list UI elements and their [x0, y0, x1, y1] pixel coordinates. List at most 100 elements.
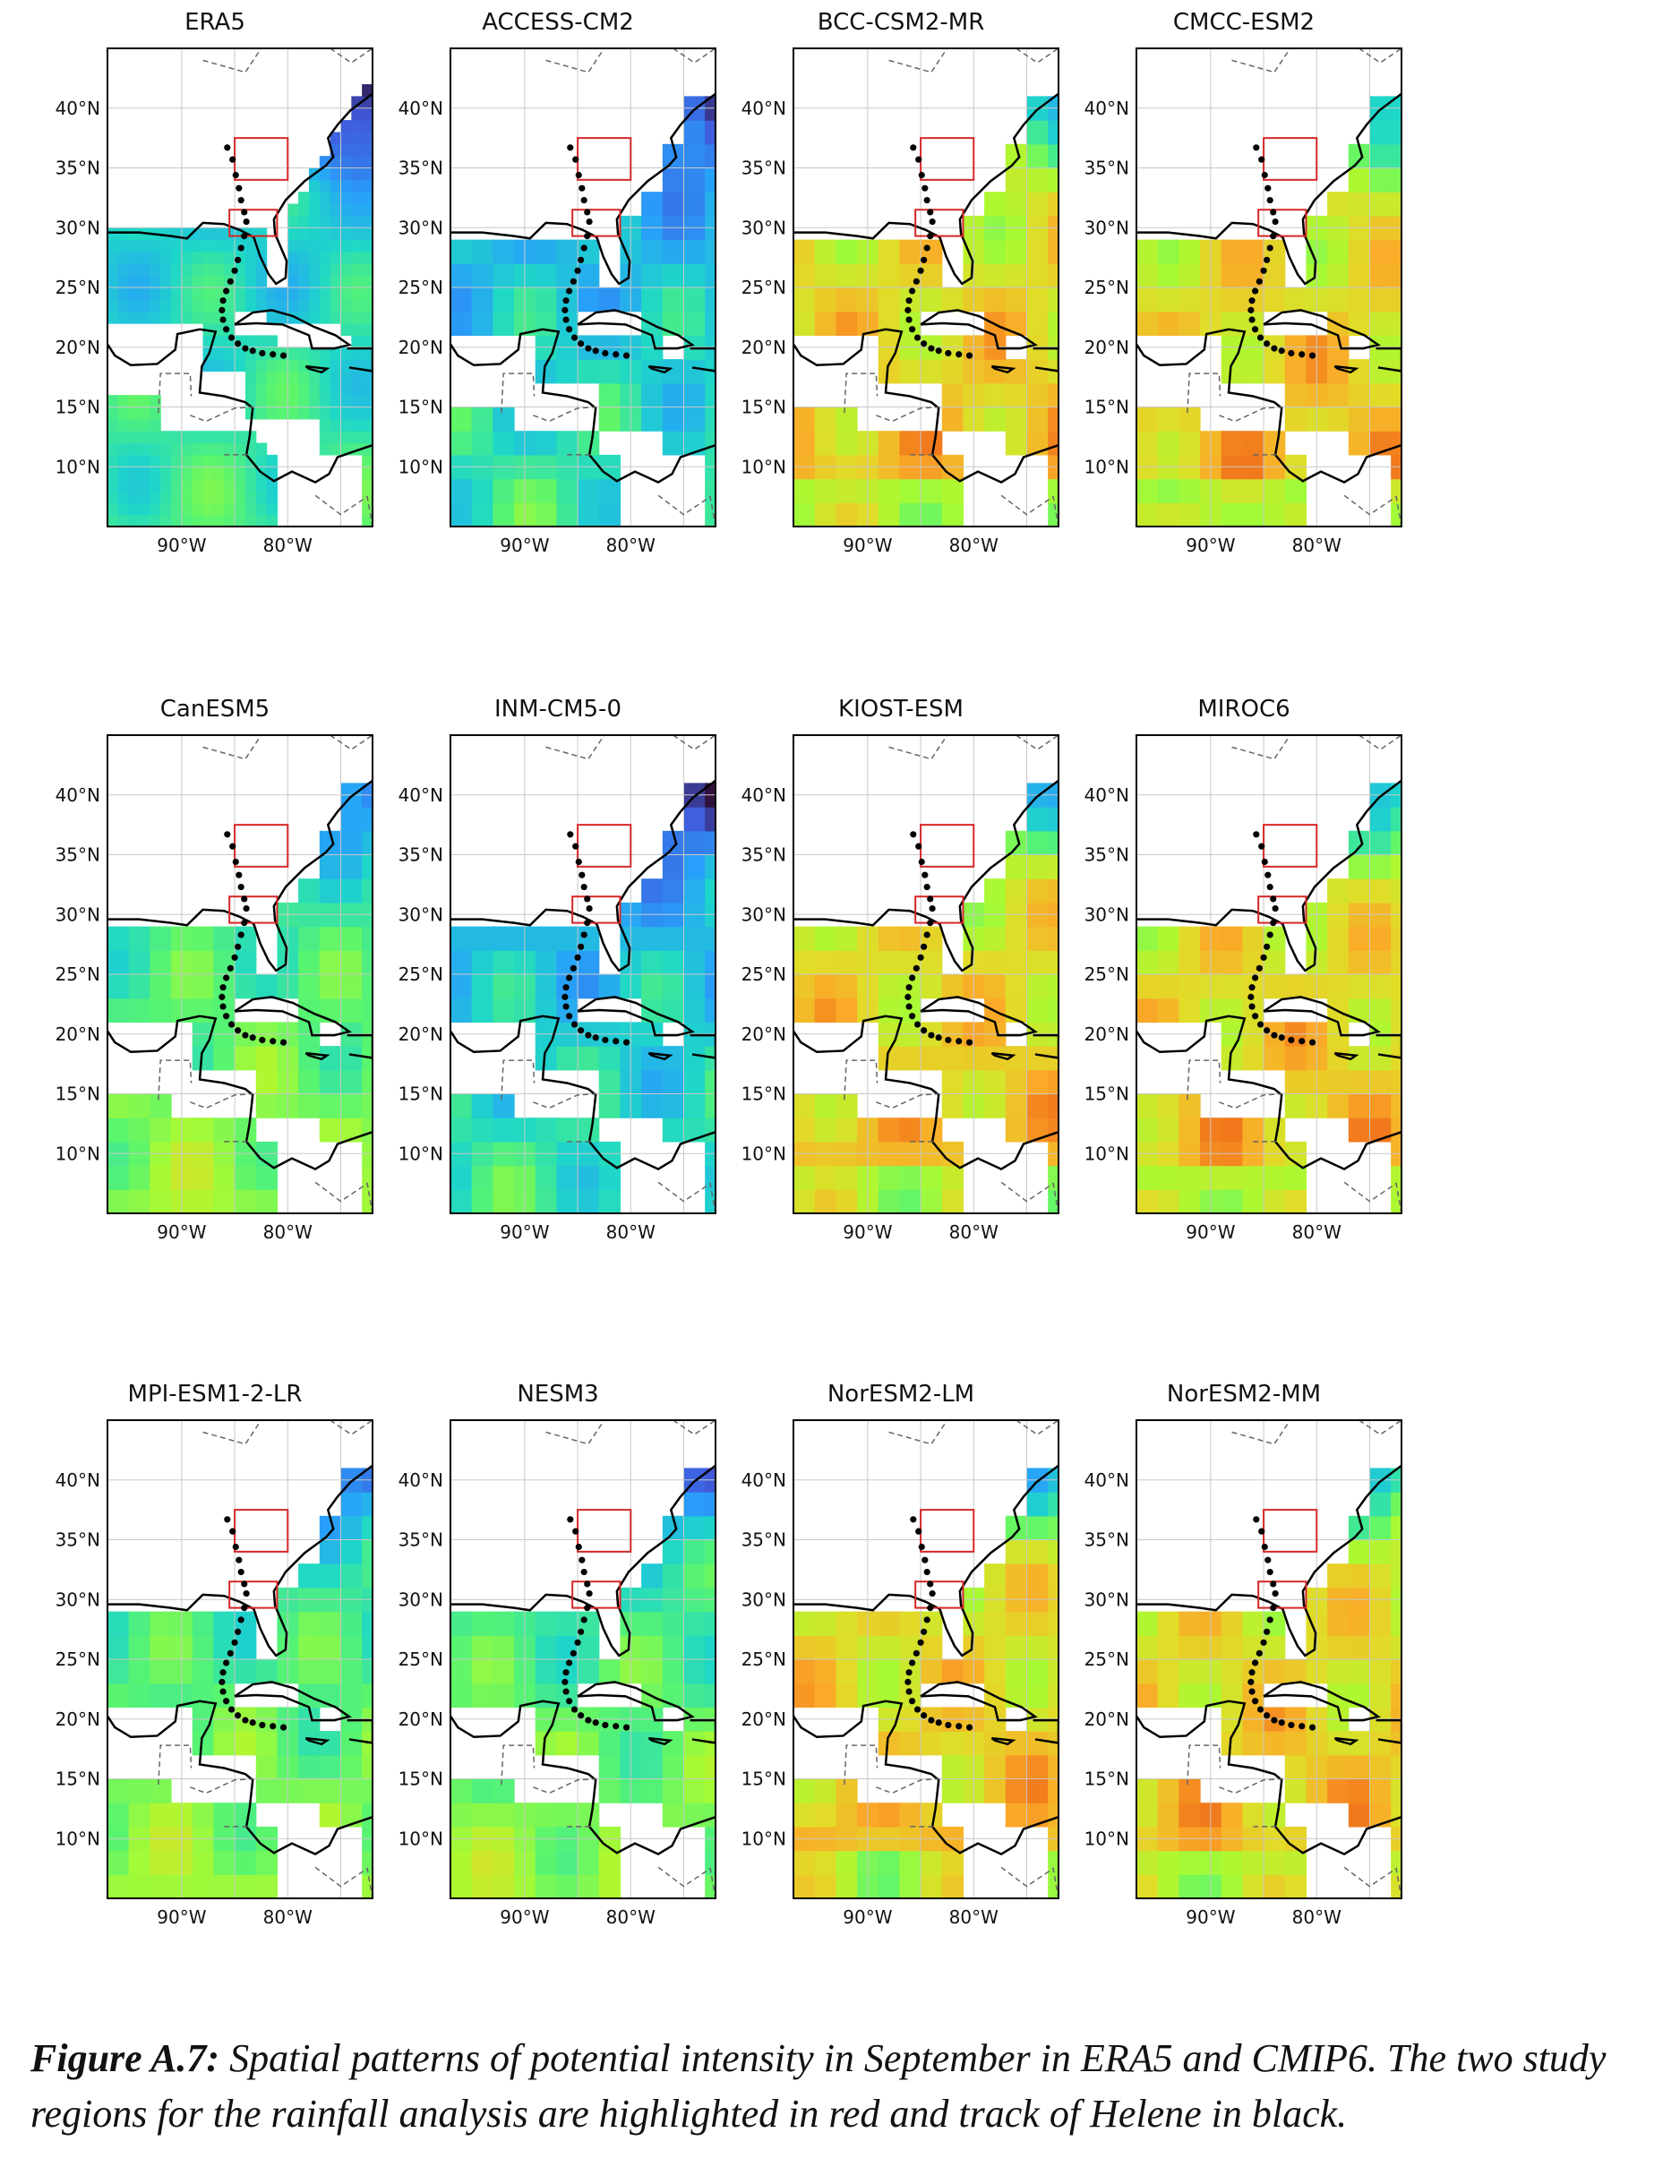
track-point: [575, 1543, 582, 1551]
study-region-north: [1263, 137, 1318, 181]
track-point: [241, 1580, 248, 1588]
track-point: [241, 1604, 248, 1612]
country-borders: [1187, 735, 1401, 1213]
potential-intensity-field: [107, 84, 373, 527]
lat-tick-label: 25°N: [1084, 277, 1129, 298]
map-frame: [107, 1419, 373, 1899]
track-point: [574, 267, 581, 274]
lat-tick-label: 35°N: [399, 158, 443, 179]
track-point: [1278, 1719, 1285, 1726]
track-point: [219, 1688, 227, 1695]
track-point: [243, 1589, 250, 1597]
country-borders: [844, 1420, 1059, 1898]
panel-title: CanESM5: [159, 696, 270, 723]
track-point: [562, 316, 570, 323]
track-point: [1252, 974, 1259, 981]
track-point: [592, 1034, 599, 1041]
lat-tick-label: 40°N: [56, 784, 100, 806]
map-plot: 10°N 15°N 20°N 25°N 30°N 35°N 40°N 90°W 80°W: [56, 47, 373, 556]
lat-tick-label: 40°N: [399, 1469, 443, 1491]
study-region-north: [920, 137, 975, 181]
track-point: [580, 883, 587, 891]
coastline: [107, 779, 373, 1171]
coastline: [1136, 1464, 1401, 1856]
map-plot: 10°N 15°N 20°N 25°N 30°N 35°N 40°N 90°W 80°W: [1084, 47, 1402, 556]
lat-tick-label: 40°N: [741, 98, 786, 119]
track-point: [1252, 1698, 1259, 1705]
lat-tick-label: 30°N: [399, 904, 443, 925]
lat-tick-label: 40°N: [741, 1469, 786, 1491]
map-frame: [1136, 47, 1402, 527]
study-region-south: [228, 895, 279, 924]
track-point: [574, 954, 581, 961]
track-point: [1252, 326, 1259, 333]
track-point: [237, 244, 244, 252]
coastline: [450, 1464, 716, 1856]
figure-caption: Figure A.7: Spatial patterns of potentia…: [30, 2031, 1660, 2142]
track-point: [921, 340, 928, 347]
track-point: [580, 244, 587, 252]
lat-tick-label: 30°N: [741, 1589, 786, 1610]
map-plot: 10°N 15°N 20°N 25°N 30°N 35°N 40°N 90°W 80°W: [741, 47, 1059, 556]
map-panel: NorESM2-LM 10°N 15°N 20°N 25°N 30°N 35°N 40°N 90…: [733, 1381, 1069, 1954]
track-point: [566, 1659, 573, 1666]
track-point: [585, 1032, 592, 1039]
track-point: [1270, 1580, 1277, 1588]
track-point: [1260, 267, 1267, 274]
track-point: [584, 919, 591, 927]
panel-title: KIOST-ESM: [838, 696, 964, 723]
track-point: [921, 256, 928, 263]
track-point: [915, 156, 922, 163]
gridlines: [793, 735, 1059, 1213]
lat-tick-label: 15°N: [399, 1083, 443, 1105]
potential-intensity-field: [793, 783, 1059, 1213]
map-plot: 10°N 15°N 20°N 25°N 30°N 35°N 40°N 90°W 80°W: [1084, 734, 1402, 1243]
track-point: [921, 1027, 928, 1034]
track-point: [231, 1639, 238, 1646]
lat-tick-label: 40°N: [741, 784, 786, 806]
track-point: [1248, 1003, 1256, 1010]
lat-tick-label: 40°N: [1084, 1469, 1129, 1491]
map-frame: [793, 47, 1059, 527]
track-point: [579, 871, 586, 878]
lon-tick-label: 90°W: [157, 1906, 206, 1928]
track-point: [909, 1013, 916, 1020]
helene-track: [561, 831, 630, 1046]
lat-tick-label: 20°N: [399, 1023, 443, 1045]
track-point: [229, 156, 236, 163]
map-plot: 10°N 15°N 20°N 25°N 30°N 35°N 40°N 90°W 80°W: [741, 734, 1059, 1243]
track-point: [905, 1003, 913, 1010]
track-point: [592, 1719, 599, 1726]
track-point: [1271, 345, 1278, 352]
track-point: [1252, 1013, 1259, 1020]
lat-tick-label: 20°N: [399, 337, 443, 358]
track-point: [918, 171, 925, 179]
track-point: [219, 316, 227, 323]
gridlines: [1136, 1420, 1401, 1898]
helene-track: [561, 1516, 630, 1731]
track-point: [927, 232, 934, 240]
track-point: [613, 351, 620, 358]
track-point: [1266, 1616, 1273, 1623]
track-point: [1272, 218, 1279, 226]
lon-tick-label: 90°W: [843, 535, 892, 556]
track-point: [232, 1543, 239, 1551]
lat-tick-label: 20°N: [1084, 1709, 1129, 1730]
lat-tick-label: 15°N: [1084, 397, 1129, 418]
track-point: [927, 1604, 934, 1612]
track-point: [927, 209, 934, 216]
country-borders: [844, 735, 1059, 1213]
track-point: [237, 1568, 244, 1576]
lat-tick-label: 20°N: [741, 1709, 786, 1730]
helene-track: [904, 1516, 973, 1731]
lon-tick-label: 80°W: [263, 1221, 313, 1243]
track-point: [229, 843, 236, 850]
study-region-south: [571, 209, 621, 237]
lat-tick-label: 20°N: [741, 337, 786, 358]
track-point: [580, 196, 587, 204]
country-borders: [158, 48, 373, 527]
track-point: [575, 171, 582, 179]
track-point: [227, 1706, 236, 1713]
map-plot: 10°N 15°N 20°N 25°N 30°N 35°N 40°N 90°W 80°W: [56, 734, 373, 1243]
lat-tick-label: 15°N: [741, 397, 786, 418]
